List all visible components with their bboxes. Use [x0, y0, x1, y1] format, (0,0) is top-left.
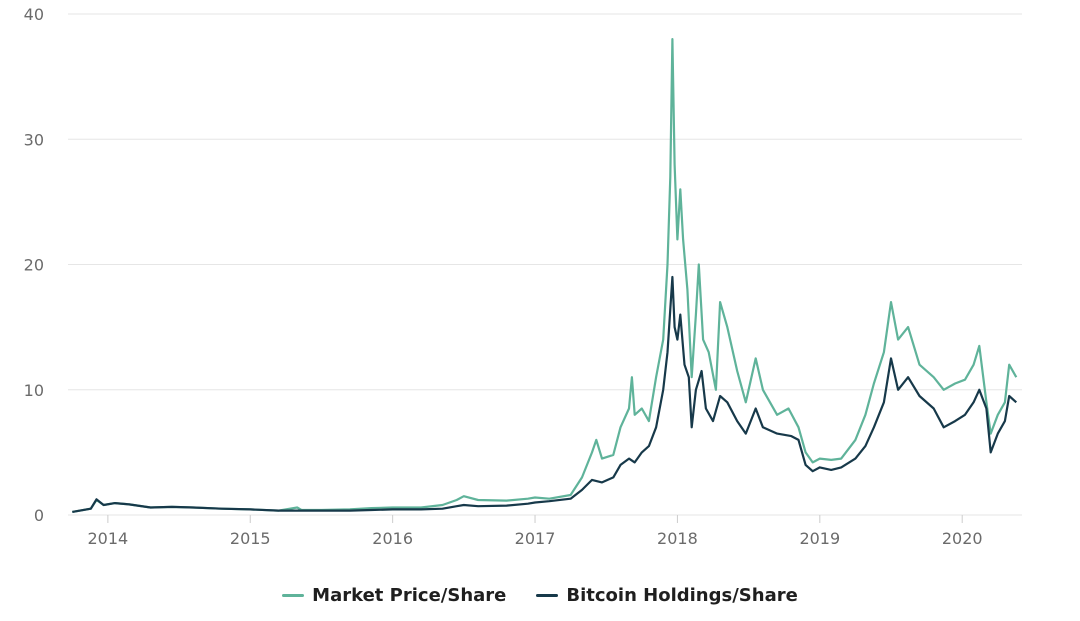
y-tick-label: 0 — [34, 506, 44, 525]
x-tick-label: 2016 — [372, 529, 413, 548]
x-tick-label: 2019 — [799, 529, 840, 548]
x-tick-label: 2017 — [515, 529, 556, 548]
series-line-bitcoin-holdings — [72, 275, 1018, 513]
y-tick-label: 20 — [24, 256, 44, 275]
y-tick-label: 40 — [24, 5, 44, 24]
legend-item-bitcoin-holdings[interactable]: Bitcoin Holdings/Share — [536, 585, 798, 606]
legend-item-market-price[interactable]: Market Price/Share — [282, 585, 506, 606]
legend-swatch-bitcoin-holdings — [536, 594, 559, 597]
legend-label-bitcoin-holdings: Bitcoin Holdings/Share — [566, 585, 798, 606]
x-tick-label: 2018 — [657, 529, 698, 548]
y-axis-ticks: 0 10 20 30 40 — [24, 5, 44, 525]
x-tick-label: 2020 — [942, 529, 983, 548]
legend: Market Price/Share Bitcoin Holdings/Shar… — [0, 585, 1080, 606]
legend-swatch-market-price — [282, 594, 305, 597]
x-axis-ticks: 2014 2015 2016 2017 2018 2019 2020 — [88, 515, 983, 548]
y-tick-label: 10 — [24, 381, 44, 400]
legend-label-market-price: Market Price/Share — [312, 585, 507, 606]
series-lines — [72, 38, 1018, 513]
x-tick-label: 2015 — [230, 529, 271, 548]
x-tick-label: 2014 — [88, 529, 129, 548]
series-line-market-price — [72, 38, 1018, 513]
y-tick-label: 30 — [24, 130, 44, 149]
gridlines — [68, 13, 1022, 516]
